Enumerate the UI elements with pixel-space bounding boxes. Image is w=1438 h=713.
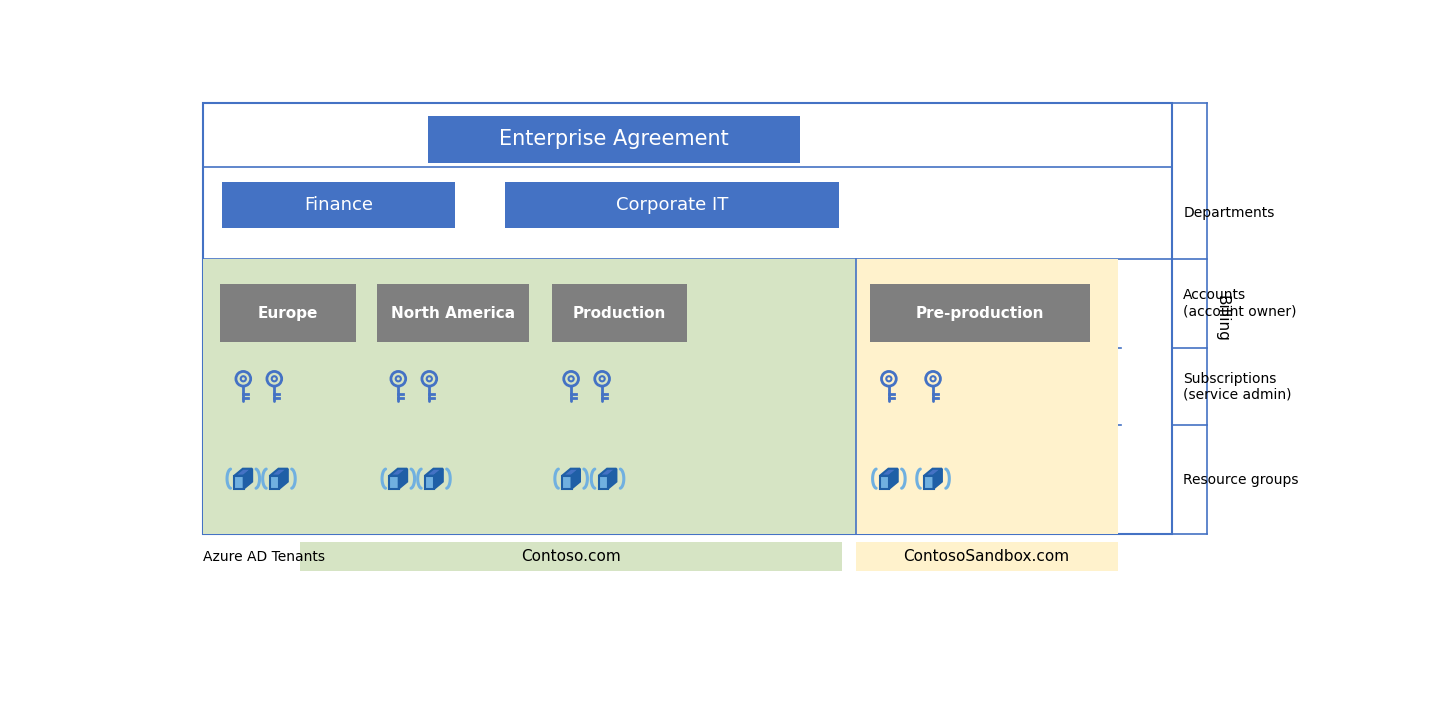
Bar	[427, 116, 800, 163]
Bar	[203, 259, 856, 535]
Text: Finance: Finance	[303, 196, 372, 214]
Bar	[377, 284, 529, 342]
Text: Corporate IT: Corporate IT	[615, 196, 728, 214]
Polygon shape	[279, 468, 288, 488]
Text: Enterprise Agreement: Enterprise Agreement	[499, 130, 729, 150]
Text: North America: North America	[391, 306, 515, 321]
Text: Europe: Europe	[257, 306, 318, 321]
Text: Azure AD Tenants: Azure AD Tenants	[203, 550, 325, 564]
Polygon shape	[933, 468, 942, 488]
Polygon shape	[426, 468, 443, 476]
Text: Contoso.com: Contoso.com	[521, 549, 621, 564]
Polygon shape	[390, 468, 407, 476]
Text: Billing: Billing	[1215, 295, 1229, 342]
Polygon shape	[598, 468, 617, 476]
Polygon shape	[270, 468, 288, 476]
Bar	[223, 182, 454, 228]
Bar	[856, 259, 1117, 535]
Text: Resource groups: Resource groups	[1183, 473, 1299, 487]
Bar	[203, 103, 1172, 535]
Polygon shape	[562, 468, 580, 476]
Polygon shape	[234, 468, 252, 476]
Bar	[552, 284, 687, 342]
Bar	[856, 542, 1117, 571]
Polygon shape	[608, 468, 617, 488]
Bar	[505, 182, 838, 228]
Polygon shape	[434, 468, 443, 488]
Polygon shape	[426, 476, 434, 488]
Text: Subscriptions
(service admin): Subscriptions (service admin)	[1183, 371, 1291, 401]
Polygon shape	[270, 476, 279, 488]
Text: Production: Production	[572, 306, 666, 321]
Bar	[220, 284, 355, 342]
Text: Pre-production: Pre-production	[916, 306, 1044, 321]
Bar	[870, 284, 1090, 342]
Polygon shape	[390, 476, 398, 488]
Polygon shape	[244, 468, 252, 488]
Polygon shape	[925, 476, 933, 488]
Polygon shape	[562, 476, 571, 488]
Polygon shape	[234, 476, 244, 488]
Bar	[301, 542, 843, 571]
Polygon shape	[880, 476, 889, 488]
Polygon shape	[880, 468, 897, 476]
Polygon shape	[571, 468, 580, 488]
Text: Departments: Departments	[1183, 206, 1274, 220]
Text: ContosoSandbox.com: ContosoSandbox.com	[903, 549, 1070, 564]
Polygon shape	[889, 468, 897, 488]
Polygon shape	[398, 468, 407, 488]
Polygon shape	[925, 468, 942, 476]
Polygon shape	[598, 476, 608, 488]
Text: Accounts
(account owner): Accounts (account owner)	[1183, 288, 1297, 319]
